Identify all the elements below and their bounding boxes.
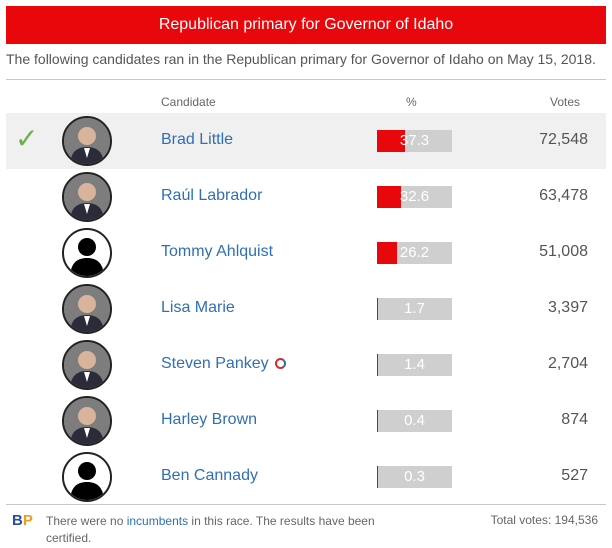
- divider: [6, 504, 606, 505]
- candidate-avatar[interactable]: [62, 228, 112, 278]
- candidate-name-link[interactable]: Lisa Marie: [161, 299, 235, 316]
- divider: [6, 79, 606, 80]
- candidate-row: Raúl Labrador 32.6 63,478: [6, 169, 606, 225]
- candidate-row: Steven Pankey 1.4 2,704: [6, 337, 606, 393]
- vote-count: 72,548: [539, 131, 588, 148]
- winner-check-icon: ✓: [15, 122, 39, 155]
- candidate-name-link[interactable]: Brad Little: [161, 131, 234, 148]
- percent-bar: 0.3: [377, 466, 452, 488]
- incumbents-link[interactable]: incumbents: [126, 514, 189, 528]
- percent-bar-fill: [377, 410, 378, 432]
- percent-bar: 37.3: [377, 130, 452, 152]
- vote-count: 527: [561, 467, 588, 484]
- candidate-row: Tommy Ahlquist 26.2 51,008: [6, 225, 606, 281]
- vote-count: 51,008: [539, 243, 588, 260]
- ballotpedia-logo: BP: [12, 512, 33, 529]
- percent-value: 26.2: [399, 244, 430, 261]
- party-affiliation-icon: [274, 358, 286, 370]
- column-header-votes: Votes: [550, 95, 581, 109]
- candidate-name-link[interactable]: Tommy Ahlquist: [161, 243, 274, 260]
- percent-bar: 26.2: [377, 242, 452, 264]
- candidate-avatar[interactable]: [62, 340, 112, 390]
- percent-bar: 1.4: [377, 354, 452, 376]
- candidate-avatar[interactable]: [62, 396, 112, 446]
- percent-bar-fill: [377, 130, 405, 152]
- percent-value: 0.3: [404, 468, 425, 485]
- percent-bar-fill: [377, 298, 379, 320]
- percent-value: 32.6: [399, 188, 430, 205]
- percent-bar-fill: [377, 466, 378, 488]
- vote-count: 2,704: [547, 355, 588, 372]
- percent-bar: 32.6: [377, 186, 452, 208]
- percent-bar-fill: [377, 186, 402, 208]
- vote-count: 63,478: [539, 187, 588, 204]
- race-description: The following candidates ran in the Repu…: [6, 51, 596, 67]
- candidate-row: Harley Brown 0.4 874: [6, 393, 606, 449]
- candidate-name-link[interactable]: Raúl Labrador: [161, 187, 263, 204]
- candidate-avatar[interactable]: [62, 172, 112, 222]
- candidate-avatar[interactable]: [62, 116, 112, 166]
- column-header-percent: %: [406, 95, 417, 109]
- vote-count: 3,397: [547, 299, 588, 316]
- candidate-row: Lisa Marie 1.7 3,397: [6, 281, 606, 337]
- candidate-name-link[interactable]: Steven Pankey: [161, 355, 286, 373]
- candidate-row: ✓ Brad Little 37.3 72,548: [6, 113, 606, 169]
- candidate-avatar[interactable]: [62, 452, 112, 502]
- vote-count: 874: [561, 411, 588, 428]
- candidate-name-link[interactable]: Ben Cannady: [161, 467, 258, 484]
- candidate-avatar[interactable]: [62, 284, 112, 334]
- candidate-row: Ben Cannady 0.3 527: [6, 449, 606, 505]
- footer-note: There were no incumbents in this race. T…: [46, 514, 375, 545]
- percent-value: 1.4: [404, 356, 425, 373]
- percent-bar: 1.7: [377, 298, 452, 320]
- percent-value: 0.4: [404, 412, 425, 429]
- percent-bar-fill: [377, 242, 397, 264]
- percent-value: 37.3: [399, 132, 430, 149]
- percent-bar: 0.4: [377, 410, 452, 432]
- percent-value: 1.7: [404, 300, 425, 317]
- candidate-name-link[interactable]: Harley Brown: [161, 411, 258, 428]
- percent-bar-fill: [377, 354, 379, 376]
- total-votes: Total votes: 194,536: [490, 513, 598, 527]
- race-title: Republican primary for Governor of Idaho: [6, 6, 606, 44]
- column-header-candidate: Candidate: [161, 95, 216, 109]
